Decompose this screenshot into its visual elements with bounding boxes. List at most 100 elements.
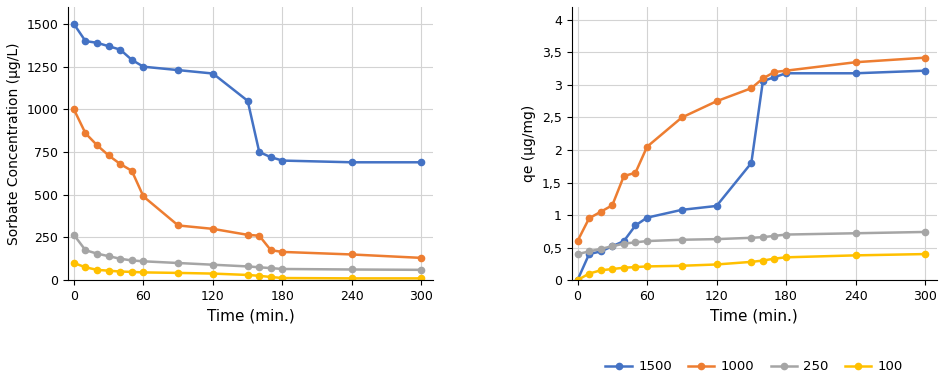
100	[629, 265, 640, 270]
1500	[114, 47, 126, 52]
100	[571, 278, 582, 282]
1000	[265, 248, 277, 252]
Line: 100: 100	[71, 260, 424, 282]
1000	[595, 209, 606, 214]
1500	[415, 160, 427, 165]
1500	[710, 203, 721, 208]
250	[710, 237, 721, 242]
1000	[710, 99, 721, 103]
1500	[173, 68, 184, 72]
100	[675, 263, 686, 268]
X-axis label: Time (min.): Time (min.)	[710, 308, 798, 323]
Line: 1000: 1000	[574, 54, 927, 244]
100	[415, 276, 427, 281]
1500	[207, 71, 218, 76]
100	[756, 258, 767, 263]
100	[207, 271, 218, 276]
250	[114, 256, 126, 261]
1500	[68, 22, 79, 26]
250	[92, 251, 103, 256]
Line: 1500: 1500	[574, 68, 927, 283]
100	[277, 276, 288, 280]
1000	[173, 223, 184, 228]
Line: 100: 100	[574, 251, 927, 283]
1500	[756, 79, 767, 83]
250	[595, 247, 606, 251]
100	[595, 268, 606, 273]
Line: 250: 250	[574, 229, 927, 257]
100	[606, 267, 617, 272]
1000	[745, 86, 756, 91]
1000	[92, 143, 103, 147]
1500	[79, 39, 91, 44]
1000	[756, 76, 767, 81]
Line: 1500: 1500	[71, 21, 424, 165]
1000	[780, 68, 791, 73]
1500	[595, 249, 606, 254]
1000	[629, 170, 640, 175]
1500	[103, 44, 114, 49]
250	[768, 233, 780, 238]
100	[617, 265, 629, 270]
250	[415, 268, 427, 272]
250	[756, 235, 767, 240]
1500	[277, 158, 288, 163]
1000	[919, 55, 930, 60]
250	[68, 233, 79, 237]
1000	[126, 168, 137, 173]
1500	[641, 216, 652, 220]
Line: 250: 250	[71, 232, 424, 273]
1500	[617, 239, 629, 244]
1500	[768, 75, 780, 79]
100	[346, 276, 357, 281]
100	[103, 268, 114, 273]
250	[207, 263, 218, 267]
250	[277, 266, 288, 271]
100	[126, 270, 137, 274]
1500	[346, 160, 357, 165]
100	[768, 256, 780, 261]
1500	[242, 98, 253, 103]
1000	[415, 256, 427, 260]
1000	[675, 115, 686, 120]
1000	[68, 107, 79, 112]
100	[641, 264, 652, 269]
100	[780, 255, 791, 259]
1500	[919, 68, 930, 73]
250	[919, 230, 930, 234]
1000	[617, 174, 629, 179]
1500	[138, 64, 149, 69]
1500	[675, 207, 686, 212]
1000	[571, 239, 582, 244]
1000	[606, 203, 617, 208]
100	[92, 268, 103, 272]
250	[242, 264, 253, 269]
1000	[768, 70, 780, 74]
1000	[277, 250, 288, 254]
1500	[606, 244, 617, 249]
1500	[253, 150, 264, 154]
100	[919, 252, 930, 256]
1500	[849, 71, 860, 75]
100	[114, 269, 126, 274]
100	[242, 273, 253, 277]
250	[582, 249, 594, 254]
100	[710, 262, 721, 267]
250	[617, 241, 629, 246]
1500	[780, 71, 791, 75]
250	[126, 258, 137, 263]
100	[79, 265, 91, 270]
100	[265, 275, 277, 279]
100	[138, 270, 149, 275]
250	[79, 248, 91, 252]
1000	[242, 233, 253, 237]
1500	[92, 40, 103, 45]
1000	[346, 252, 357, 257]
250	[849, 231, 860, 236]
250	[641, 239, 652, 244]
1000	[138, 194, 149, 199]
250	[346, 267, 357, 272]
Legend: 1500, 1000, 250, 100: 1500, 1000, 250, 100	[599, 355, 907, 378]
250	[103, 254, 114, 259]
250	[173, 261, 184, 265]
